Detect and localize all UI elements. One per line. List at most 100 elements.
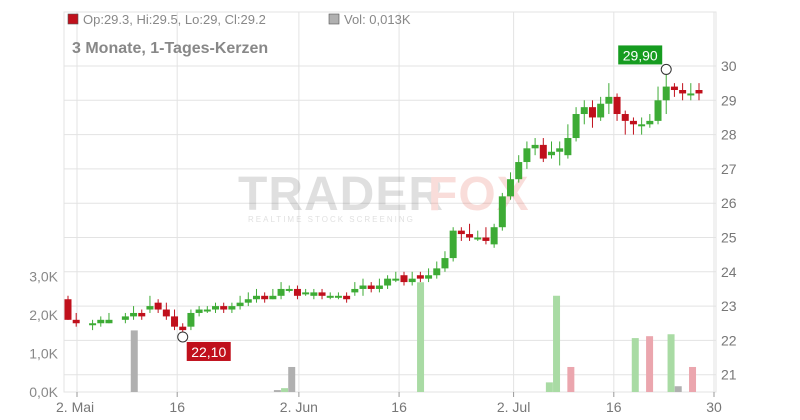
ohlc-legend-swatch	[67, 13, 79, 25]
chart-subtitle: 3 Monate, 1-Tages-Kerzen	[72, 40, 268, 57]
candle-up	[474, 237, 482, 240]
high-label-box	[618, 45, 663, 65]
low-label-box	[186, 341, 231, 361]
candle-down	[318, 292, 326, 296]
time-tick-label: 16	[169, 399, 185, 415]
candle-up	[187, 312, 195, 327]
candle-down	[293, 288, 301, 296]
candle-up	[351, 288, 359, 293]
price-tick-label: 24	[721, 264, 737, 280]
volume-legend-swatch	[328, 13, 340, 25]
candle-down	[400, 275, 408, 283]
high-marker-circle	[660, 63, 672, 75]
candle-down	[154, 302, 162, 310]
candle-up	[89, 323, 97, 326]
price-tick-label: 25	[721, 230, 737, 246]
candle-up	[244, 299, 252, 303]
candle-down	[72, 319, 80, 324]
candle-up	[662, 86, 670, 101]
candle-up	[212, 306, 220, 310]
volume-tick-label: 1,0K	[29, 346, 58, 362]
candle-down	[466, 234, 474, 238]
candle-up	[302, 292, 310, 295]
candle-down	[261, 295, 269, 300]
candle-up	[507, 179, 515, 197]
volume-legend-text: Vol: 0,013K	[344, 12, 411, 27]
candle-up	[646, 120, 654, 125]
candle-up	[408, 278, 416, 283]
candle-up	[425, 275, 433, 279]
candle-up	[638, 124, 646, 127]
candle-up	[359, 285, 367, 289]
candle-up	[326, 295, 334, 298]
candle-up	[130, 312, 138, 317]
volume-bar	[689, 366, 697, 392]
time-tick-label: 16	[606, 399, 622, 415]
volume-bar	[281, 388, 289, 392]
volume-bar	[130, 330, 138, 392]
price-tick-label: 30	[721, 58, 737, 74]
high-label-text: 29,90	[623, 47, 658, 63]
candle-up	[269, 295, 277, 300]
time-tick-label: 2. Mai	[56, 399, 94, 415]
price-tick-label: 28	[721, 127, 737, 143]
candle-up	[449, 230, 457, 259]
candle-up	[334, 295, 342, 298]
time-tick-label: 2. Jul	[497, 399, 530, 415]
price-tick-label: 29	[721, 92, 737, 108]
candle-down	[457, 230, 465, 235]
candle-up	[392, 278, 400, 281]
candles	[64, 69, 703, 337]
candle-up	[121, 316, 129, 320]
traderfox-watermark: TRADER FOX REALTIME STOCK SCREENING	[238, 168, 529, 224]
volume-bar	[545, 382, 553, 392]
candle-up	[515, 162, 523, 180]
candle-down	[171, 316, 179, 327]
grid-lines	[63, 11, 717, 393]
candle-up	[490, 227, 498, 245]
candle-up	[498, 196, 506, 228]
volume-bar	[417, 282, 425, 392]
candle-down	[679, 90, 687, 94]
candle-down	[629, 120, 637, 125]
volume-tick-label: 2,0K	[29, 307, 58, 323]
candle-up	[572, 114, 580, 139]
candle-down	[613, 96, 621, 115]
low-marker-circle	[177, 331, 189, 343]
candle-up	[564, 138, 572, 156]
candle-up	[203, 309, 211, 312]
candle-up	[236, 302, 244, 307]
candle-up	[375, 285, 383, 289]
candle-up	[146, 306, 154, 310]
candle-up	[97, 319, 105, 324]
candle-up	[310, 292, 318, 296]
volume-bar	[288, 366, 296, 392]
candle-down	[695, 90, 703, 94]
time-tick-label: 2. Jun	[280, 399, 318, 415]
candle-up	[523, 148, 531, 163]
candle-up	[654, 100, 662, 121]
plot-frame	[63, 11, 717, 393]
volume-bar	[567, 366, 575, 392]
ohlc-legend-text: Op:29.3, Hi:29.5, Lo:29, Cl:29.2	[83, 12, 266, 27]
candle-up	[531, 144, 539, 149]
candle-up	[228, 306, 236, 310]
volume-bar	[273, 390, 281, 392]
low-label-text: 22,10	[191, 344, 226, 360]
candle-up	[687, 93, 695, 96]
candle-up	[547, 151, 555, 156]
price-tick-label: 27	[721, 161, 737, 177]
candle-down	[367, 285, 375, 289]
candle-down	[64, 299, 72, 320]
candle-up	[597, 103, 605, 118]
watermark-brand-left: TRADER	[238, 168, 444, 221]
candle-up	[285, 288, 293, 291]
extreme-markers: 29,90 22,10	[177, 45, 672, 361]
volume-bar	[631, 338, 639, 392]
time-tick-label: 16	[391, 399, 407, 415]
candle-up	[105, 319, 113, 324]
candle-up	[384, 278, 392, 286]
price-tick-label: 23	[721, 298, 737, 314]
volume-bar	[674, 386, 682, 392]
